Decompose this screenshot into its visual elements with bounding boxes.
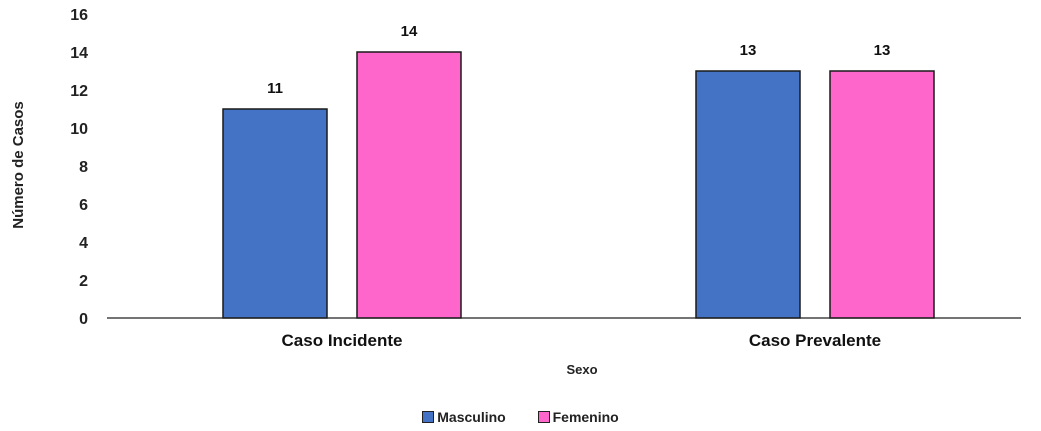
y-tick-label: 16 [70,7,88,24]
legend-swatch-femenino [537,411,550,423]
legend: Masculino Femenino [0,409,1041,426]
category-label: Caso Incidente [282,331,403,350]
y-axis-title: Número de Casos [10,101,27,229]
bars [222,51,935,319]
category-label: Caso Prevalente [749,331,881,350]
legend-item-masculino: Masculino [422,409,506,425]
data-label: 13 [740,42,757,59]
y-tick-label: 12 [70,83,88,100]
x-axis-title: Sexo [566,362,597,377]
data-label: 14 [401,23,418,40]
x-axis-ticks: Caso Incidente Caso Prevalente [282,331,882,350]
y-tick-label: 10 [70,121,88,138]
y-tick-label: 6 [79,197,88,214]
y-tick-label: 14 [70,45,88,62]
bar-masculino-1 [222,108,328,319]
bar-femenino-1 [356,51,462,319]
data-label: 11 [267,80,283,97]
data-label: 13 [874,42,891,59]
bar-masculino-2 [695,70,801,319]
legend-label-femenino: Femenino [552,409,619,425]
y-tick-label: 4 [79,235,88,252]
y-tick-label: 0 [79,311,88,328]
legend-label-masculino: Masculino [437,409,506,425]
data-labels: 11 14 13 13 [267,23,890,97]
bar-femenino-2 [829,70,935,319]
legend-swatch-masculino [422,411,435,423]
y-tick-label: 8 [79,159,88,176]
y-axis-ticks: 0 2 4 6 8 10 12 14 16 [70,7,88,328]
legend-item-femenino: Femenino [537,409,619,425]
y-tick-label: 2 [79,273,88,290]
